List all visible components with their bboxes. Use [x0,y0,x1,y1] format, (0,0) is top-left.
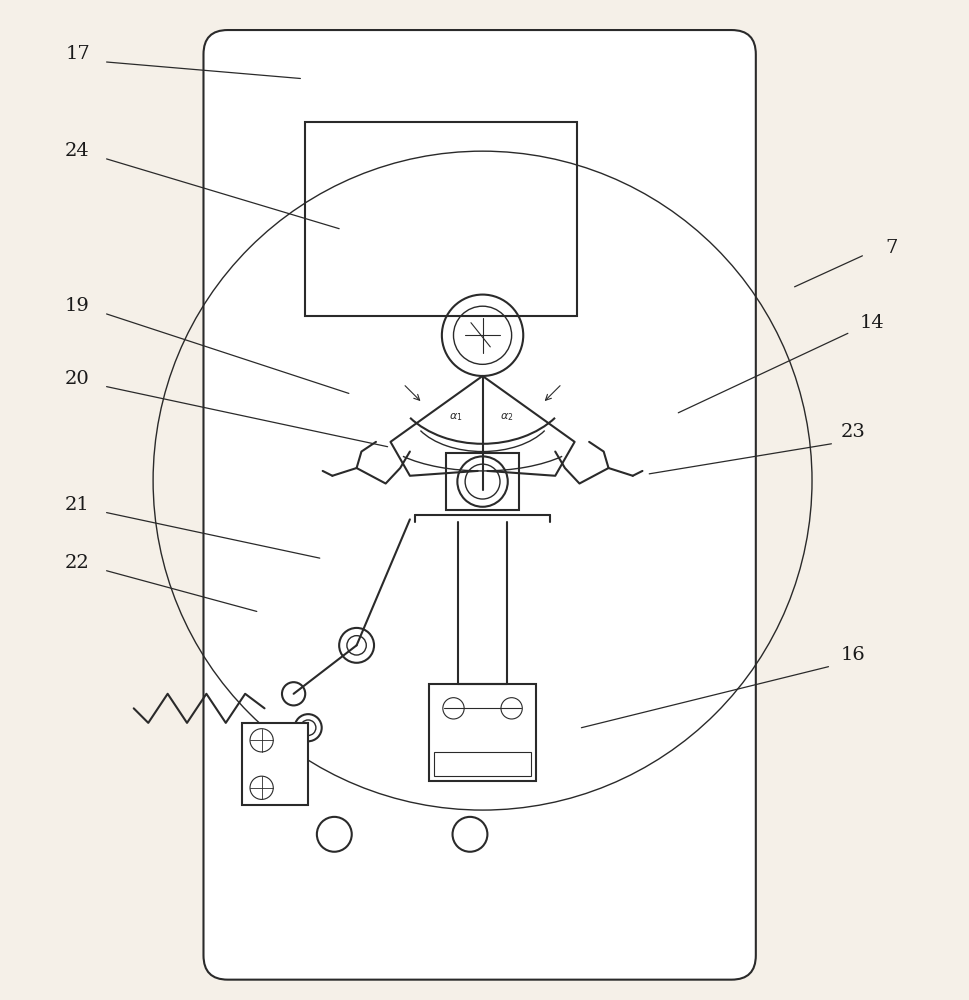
Bar [434,752,531,776]
Text: $\alpha_1$: $\alpha_1$ [449,412,462,423]
Text: 17: 17 [65,45,90,63]
Text: 22: 22 [65,554,90,572]
Text: 21: 21 [65,496,90,514]
Text: 16: 16 [840,646,865,664]
Bar [305,122,577,316]
Text: 23: 23 [840,423,865,441]
Text: 19: 19 [65,297,90,315]
Text: 7: 7 [886,239,897,257]
Bar [242,723,308,805]
Text: $\alpha_2$: $\alpha_2$ [500,412,514,423]
Text: 24: 24 [65,142,90,160]
Bar [446,453,519,510]
Text: 14: 14 [860,314,885,332]
Bar [429,684,536,781]
Text: 20: 20 [65,370,90,388]
FancyBboxPatch shape [203,30,756,980]
